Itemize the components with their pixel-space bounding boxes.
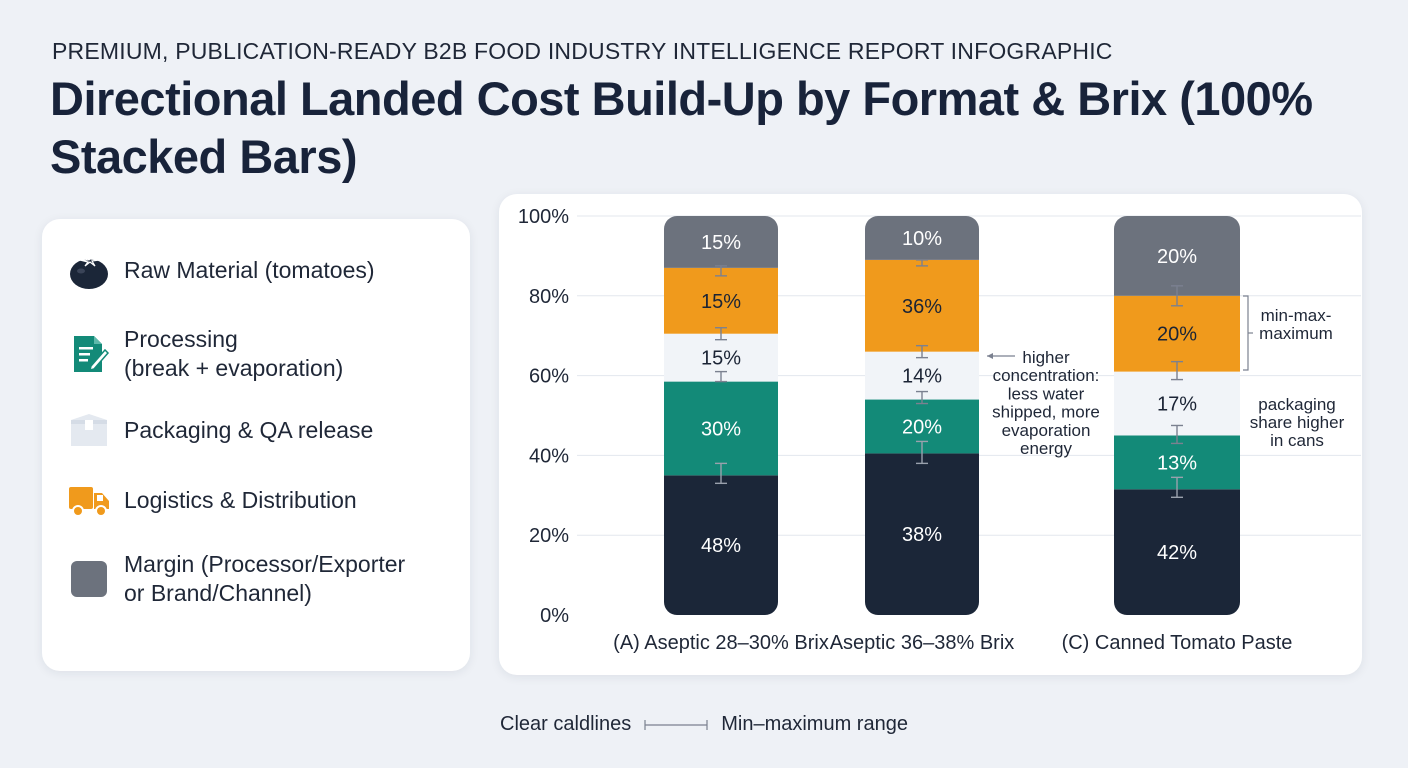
annotation-concentration: higher concentration: less water shipped, m… [992, 348, 1100, 458]
y-tick-label: 100% [518, 206, 569, 228]
data-label-processing: 20% [902, 416, 942, 438]
bar-segment-margin [1114, 216, 1240, 296]
bar-segment-margin [664, 216, 778, 268]
chart-title: Directional Landed Cost Build-Up by Form… [50, 72, 1313, 183]
tomato-icon [68, 249, 110, 291]
bar-segment-raw-material [664, 475, 778, 615]
data-label-packaging: 14% [902, 366, 942, 388]
data-label-logistics: 20% [1157, 324, 1197, 346]
x-category-label: Aseptic 36–38% Brix [830, 632, 1015, 654]
legend-item-margin: Margin (Processor/Exporter or Brand/Chan… [68, 550, 405, 608]
annotation-min-max: min-max-maximum [1259, 306, 1333, 343]
legend-panel: Raw Material (tomatoes) Processing (brea… [42, 219, 470, 671]
data-label-processing: 13% [1157, 452, 1197, 474]
data-label-margin: 15% [701, 232, 741, 254]
annotation-bracket [1243, 295, 1249, 371]
footer-left-label: Clear caldlines [500, 713, 632, 735]
legend-item-raw-material: Raw Material (tomatoes) [68, 249, 375, 291]
legend-item-packaging: Packaging & QA release [68, 409, 373, 451]
y-tick-label: 0% [540, 605, 569, 627]
legend-label-raw-material: Raw Material (tomatoes) [124, 256, 375, 283]
data-label-logistics: 36% [902, 296, 942, 318]
bar-segment-margin [865, 216, 979, 260]
data-label-raw-material: 48% [701, 535, 741, 557]
data-label-packaging: 15% [701, 348, 741, 370]
data-label-logistics: 15% [701, 291, 741, 313]
x-category-label: (A) Aseptic 28–30% Brix [613, 632, 829, 654]
y-tick-label: 20% [529, 525, 569, 547]
package-box-icon [68, 409, 110, 451]
data-label-raw-material: 38% [902, 524, 942, 546]
legend-label-packaging: Packaging & QA release [124, 416, 374, 443]
footer-right-label: Min–maximum range [721, 713, 908, 735]
processing-document-icon [68, 333, 110, 375]
bar-segment-logistics [865, 259, 979, 352]
y-tick-label: 60% [529, 366, 569, 388]
annotation-arrowhead [987, 353, 993, 359]
data-label-processing: 30% [701, 418, 741, 440]
y-tick-label: 80% [529, 286, 569, 308]
data-label-margin: 10% [902, 228, 942, 250]
bar-segment-logistics [664, 267, 778, 334]
legend-item-logistics: Logistics & Distribution [68, 479, 357, 521]
range-bar-sample-icon [644, 719, 708, 730]
bar-segment-processing [664, 381, 778, 476]
legend-label-logistics: Logistics & Distribution [124, 486, 357, 513]
legend-label-margin: Margin (Processor/Exporter or Brand/Chan… [124, 551, 406, 606]
chart-panel: 0% 20% 40% 60% 80% 100% 48% 30% 15% 15% 15% (A) Ase… [499, 194, 1362, 675]
stacked-bar-chart: 0% 20% 40% 60% 80% 100% 48% 30% 15% 15% 15% (A) Ase… [518, 206, 1361, 654]
data-label-packaging: 17% [1157, 394, 1197, 416]
annotation-packaging-share: packaging share higher in cans [1250, 395, 1345, 450]
bar-segment-logistics [1114, 295, 1240, 372]
x-category-label: (C) Canned Tomato Paste [1062, 632, 1293, 654]
margin-square-icon [68, 558, 110, 600]
report-kicker: PREMIUM, PUBLICATION-READY B2B FOOD INDU… [52, 38, 1113, 64]
bar-segment-raw-material [865, 453, 979, 615]
bar-segment-raw-material [1114, 489, 1240, 615]
y-tick-label: 40% [529, 445, 569, 467]
data-label-margin: 20% [1157, 246, 1197, 268]
footer-legend: Clear caldlines Min–maximum range [0, 713, 1408, 736]
legend-label-processing: Processing (break + evaporation) [124, 326, 344, 381]
data-label-raw-material: 42% [1157, 542, 1197, 564]
delivery-truck-icon [68, 479, 110, 521]
legend-item-processing: Processing (break + evaporation) [68, 325, 343, 383]
